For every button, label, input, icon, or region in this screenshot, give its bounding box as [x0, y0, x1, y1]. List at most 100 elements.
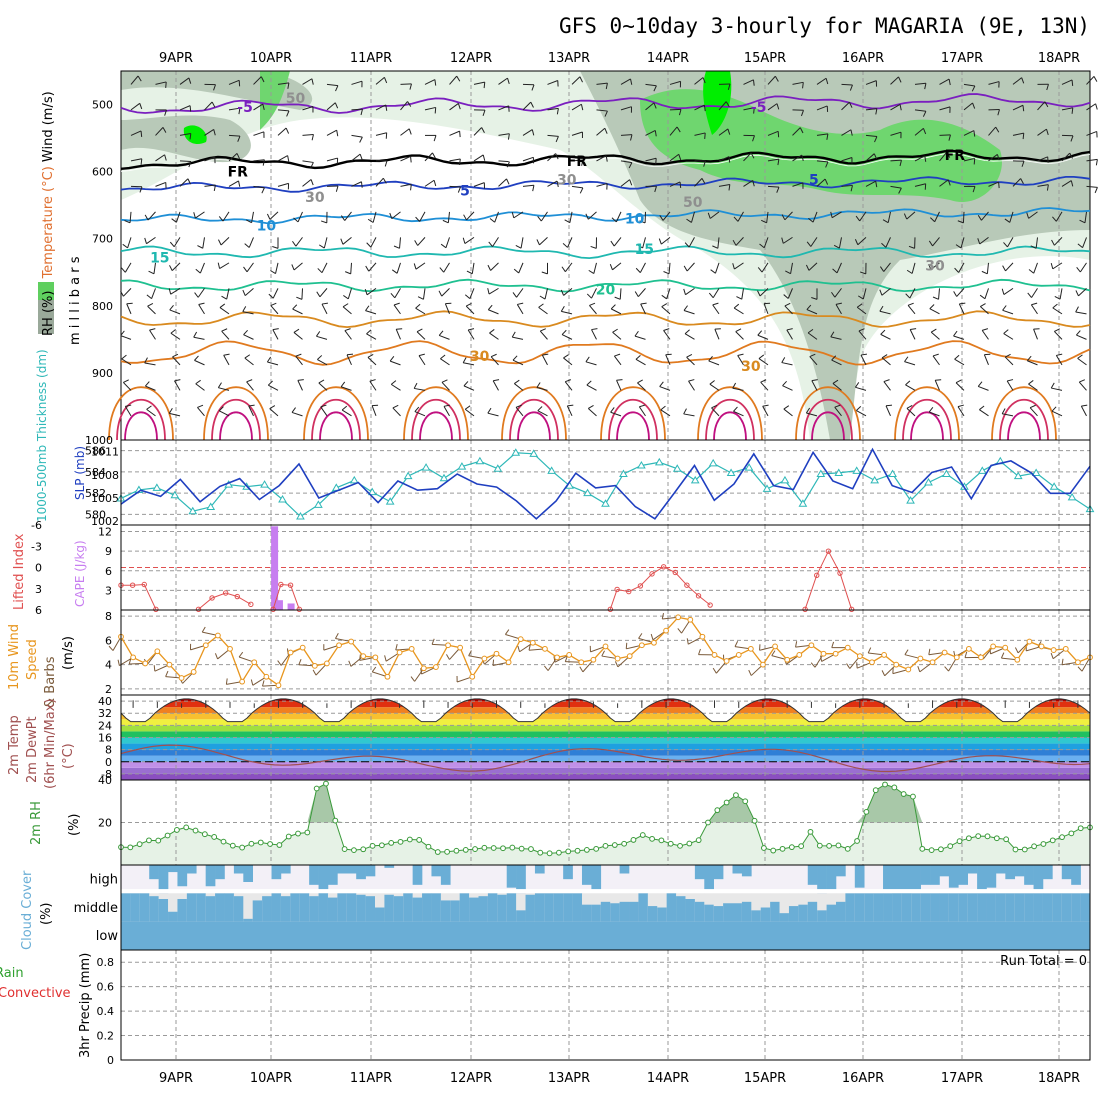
- wind-barb: [865, 80, 877, 85]
- wind-barb-flag: [262, 159, 265, 166]
- rh2m-point: [621, 840, 628, 847]
- bottom-date-axis: 9APR 10APR 11APR 12APR 13APR 14APR 15APR 16APR 1…: [159, 1071, 1080, 1086]
- wind-barb-flag: [1054, 295, 1061, 300]
- wind-barb: [218, 387, 230, 391]
- rh-legend-swatch-grey: [38, 300, 54, 334]
- wind-barb-flag: [539, 295, 546, 300]
- cloud-high-bar: [440, 865, 451, 885]
- wind-barb-flag: [924, 155, 927, 162]
- wind10m-point: [1026, 638, 1033, 645]
- wind-barb: [865, 153, 875, 162]
- cloud-middle-bar: [516, 910, 526, 922]
- wind-barb: [743, 79, 754, 85]
- wind-barb-flag: [287, 82, 290, 89]
- thickness-tick-label: 586: [85, 445, 106, 458]
- wind-barb-flag: [996, 154, 1000, 161]
- wind-barb: [228, 79, 240, 85]
- wind-barb-flag: [556, 108, 559, 115]
- cloud-middle-bar: [713, 906, 724, 922]
- wind-barb: [1037, 184, 1049, 187]
- wind-barb-flag: [238, 108, 241, 115]
- cloud-high-bar: [177, 865, 188, 887]
- wind-barb-flag: [1028, 380, 1034, 385]
- wind-barb-flag: [684, 329, 690, 335]
- wind-barb-flag: [223, 353, 230, 356]
- wind-barb-flag: [260, 76, 265, 83]
- cloud-middle-bar: [177, 899, 188, 922]
- wind-barb: [130, 158, 142, 162]
- lifted-index-point: [672, 569, 678, 576]
- wind10m-barb-flag: [225, 678, 228, 685]
- wind-barb: [688, 237, 695, 248]
- wind-barb-flag: [981, 270, 988, 275]
- wind10m-point: [275, 682, 282, 689]
- rh2m-point: [788, 844, 795, 851]
- wind-barb-flag: [733, 406, 738, 412]
- wind-barb: [439, 334, 450, 340]
- thickness-point: [1049, 482, 1059, 490]
- wind-barb: [792, 81, 804, 85]
- wind10m-point: [578, 659, 585, 666]
- wind-barb-flag: [531, 84, 535, 91]
- wind-barb-flag: [137, 75, 142, 82]
- cloud-middle-bar: [252, 900, 263, 922]
- wind-barb: [228, 134, 241, 137]
- cloud-middle-bar: [365, 896, 376, 922]
- wind-barb-flag: [359, 153, 363, 160]
- precip-axis-title: 3hr Precip (mm): [78, 953, 93, 1058]
- wind-barb-flag: [1052, 216, 1057, 222]
- wind-barb-flag: [972, 102, 976, 109]
- wind-barb: [515, 406, 524, 417]
- wind-barb: [638, 406, 646, 417]
- lifted-index-point: [270, 606, 276, 612]
- wind-barb: [984, 288, 989, 299]
- wind-barb: [956, 288, 965, 297]
- cloud-middle-bar: [318, 893, 329, 922]
- wind10m-barb-flag: [544, 665, 549, 671]
- wind-barb: [269, 211, 279, 220]
- wind-barb: [449, 185, 461, 188]
- wind10m-barb-flag: [312, 669, 317, 676]
- wind10m-barb-flag: [446, 654, 450, 660]
- rh2m-point: [397, 838, 404, 845]
- wind-barb-flag: [1077, 354, 1083, 359]
- wind10m-point: [324, 660, 330, 667]
- wind-barb-flag: [737, 353, 744, 357]
- wind-barb-flag: [732, 239, 737, 246]
- wind-barb: [685, 287, 695, 296]
- wind-barb: [400, 128, 410, 136]
- cape-axis-title: CAPE (J/kg): [73, 540, 87, 607]
- wind-barb: [1028, 211, 1038, 219]
- wind-barb: [122, 382, 132, 391]
- date-label-top: 15APR: [744, 51, 786, 66]
- wind-barb: [587, 211, 597, 220]
- rh2m-point: [835, 842, 842, 849]
- cloud-middle-bg: [243, 893, 254, 922]
- wind-barb: [640, 303, 646, 315]
- wind-barb: [1075, 311, 1087, 315]
- wind-barb: [179, 133, 191, 136]
- thickness-point: [170, 490, 180, 499]
- wind-barb-flag: [831, 355, 837, 361]
- wind-barb-flag: [922, 128, 927, 135]
- wind-barb: [979, 236, 989, 245]
- wind-barb-flag: [149, 328, 156, 331]
- wind-barb: [292, 308, 303, 315]
- wind-barb-flag: [629, 179, 633, 186]
- cloud-middle-bar: [422, 893, 432, 922]
- cloud-high-bar: [516, 865, 526, 894]
- wind-barb-flag: [683, 305, 688, 311]
- wind10m-point: [481, 655, 488, 662]
- wind-barb: [862, 288, 867, 300]
- wind-barb-flag: [879, 305, 884, 312]
- wind-barb-flag: [165, 81, 167, 88]
- rh2m-tick-label: 40: [98, 774, 112, 787]
- wind-barb-flag: [1071, 107, 1074, 114]
- temp-band: [121, 725, 1090, 732]
- rh2m-point: [602, 842, 609, 849]
- wind-barb-flag: [1056, 353, 1063, 356]
- wind-barb: [449, 75, 458, 85]
- thickness-point: [690, 475, 700, 484]
- wind10m-point: [493, 650, 500, 657]
